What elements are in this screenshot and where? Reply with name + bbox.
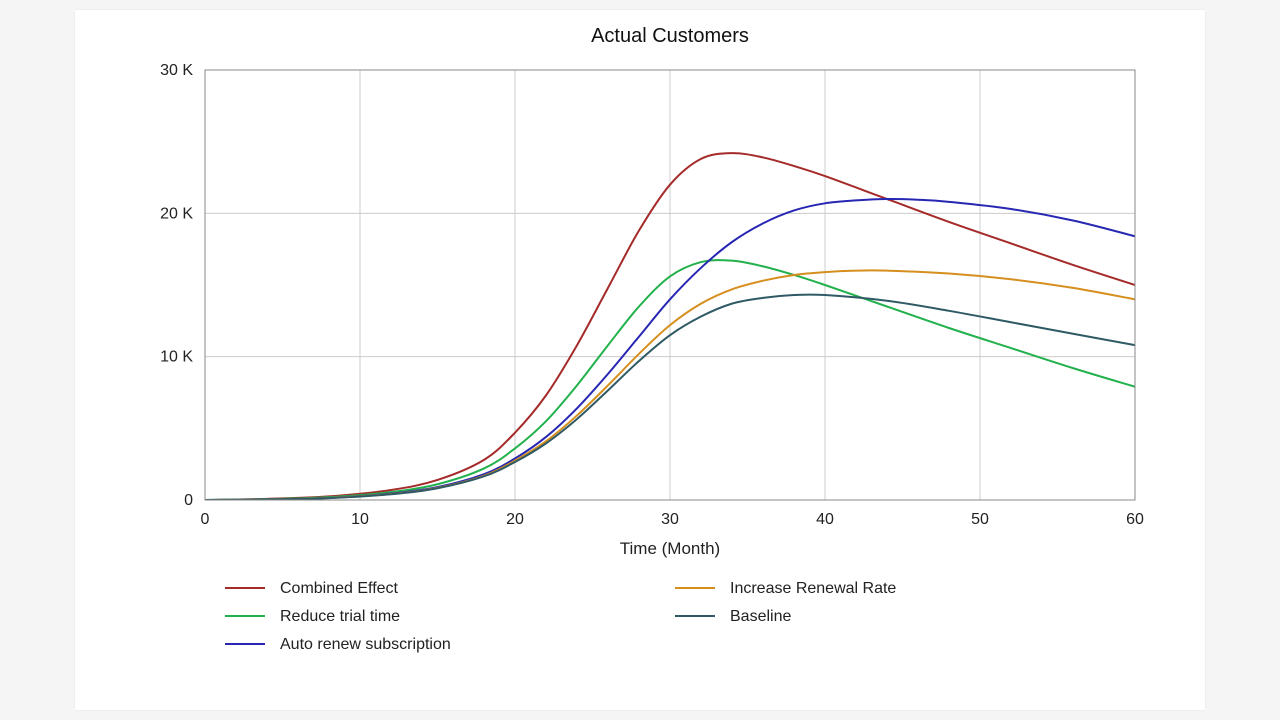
x-tick-label: 50 <box>971 511 989 528</box>
legend-label: Baseline <box>730 608 791 625</box>
x-tick-label: 20 <box>506 511 524 528</box>
y-tick-label: 30 K <box>160 62 193 79</box>
x-tick-label: 30 <box>661 511 679 528</box>
y-tick-label: 10 K <box>160 349 193 366</box>
y-tick-label: 0 <box>184 492 193 509</box>
customers-line-chart: 0 10 20 30 40 50 60 0 10 K 20 K 30 K Actual Custome… <box>75 10 1205 710</box>
chart-panel: 0 10 20 30 40 50 60 0 10 K 20 K 30 K Actual Custome… <box>75 10 1205 710</box>
legend-label: Increase Renewal Rate <box>730 580 896 597</box>
x-tick-label: 40 <box>816 511 834 528</box>
x-tick-label: 0 <box>201 511 210 528</box>
x-tick-label: 60 <box>1126 511 1144 528</box>
chart-title: Actual Customers <box>591 25 749 47</box>
y-tick-label: 20 K <box>160 205 193 222</box>
legend-label: Reduce trial time <box>280 608 400 625</box>
x-tick-label: 10 <box>351 511 369 528</box>
x-axis-label: Time (Month) <box>620 539 720 558</box>
legend-label: Combined Effect <box>280 580 399 597</box>
legend-label: Auto renew subscription <box>280 636 451 653</box>
